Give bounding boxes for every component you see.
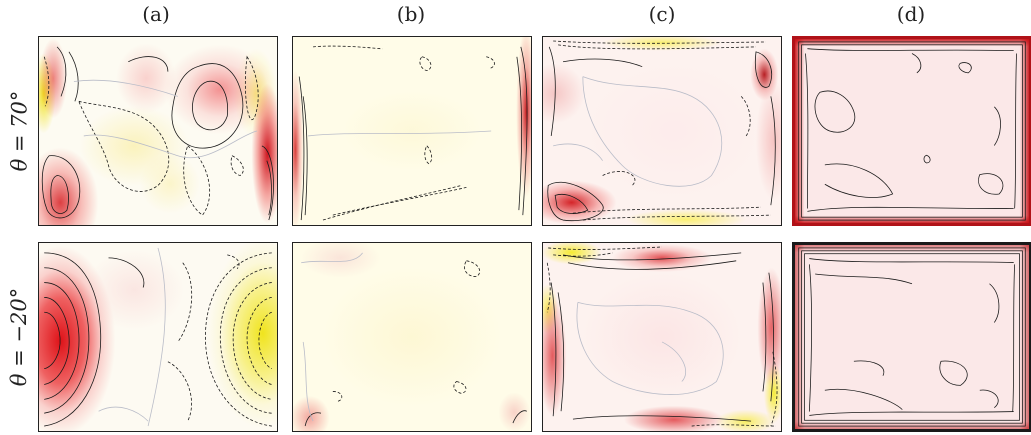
contours-b-row2 [293,243,531,431]
panel-d-row1 [792,36,1031,226]
contours-c-row1 [543,37,781,225]
contours-c-row2 [543,243,781,431]
row-label-top-text: θ = 70° [7,91,31,172]
column-label-a: (a) [36,2,276,26]
row-label-top: θ = 70° [4,36,34,226]
row-label-bottom-text: θ = −20° [7,288,31,386]
panel-d-row2 [792,242,1031,432]
panel-c-row1 [542,36,782,226]
contours-b-row1 [293,37,531,225]
panel-b-row1 [292,36,532,226]
column-label-d: (d) [791,2,1031,26]
panel-a-row1 [38,36,278,226]
panel-b-row2 [292,242,532,432]
panel-a-row2 [38,242,278,432]
panel-c-row2 [542,242,782,432]
column-label-c: (c) [542,2,782,26]
column-label-b: (b) [291,2,531,26]
contours-d-row2 [795,245,1029,429]
contours-a-row1 [39,37,277,225]
row-label-bottom: θ = −20° [4,242,34,432]
contours-a-row2 [39,243,277,431]
contours-d-row1 [795,39,1029,223]
